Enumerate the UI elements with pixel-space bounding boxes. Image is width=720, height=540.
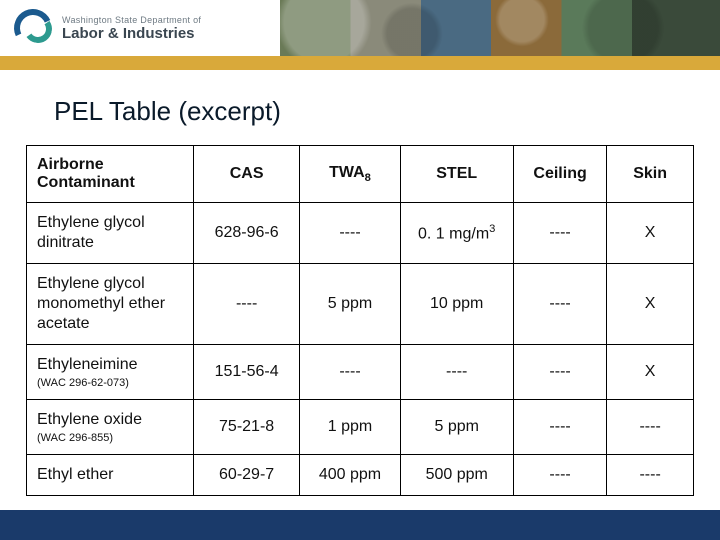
cell-contaminant: Ethyl ether <box>27 455 194 496</box>
table-header-row: Airborne Contaminant CAS TWA8 STEL Ceili… <box>27 146 694 203</box>
col-header-skin: Skin <box>607 146 694 203</box>
gold-separator-bar <box>0 56 720 70</box>
header-banner: Washington State Department of Labor & I… <box>0 0 720 70</box>
cell-cas: 60-29-7 <box>193 455 300 496</box>
banner-strip: Washington State Department of Labor & I… <box>0 0 720 56</box>
cell-contaminant: Ethyleneimine(WAC 296-62-073) <box>27 345 194 400</box>
table-row: Ethyleneimine(WAC 296-62-073)151-56-4---… <box>27 345 694 400</box>
cell-skin: X <box>607 264 694 345</box>
cell-contaminant: Ethylene glycol monomethyl ether acetate <box>27 264 194 345</box>
cell-cas: 75-21-8 <box>193 400 300 455</box>
org-line2: Labor & Industries <box>62 25 201 42</box>
org-line1: Washington State Department of <box>62 15 201 25</box>
cell-ceiling: ---- <box>513 455 606 496</box>
table-row: Ethylene glycol dinitrate628-96-6----0. … <box>27 203 694 264</box>
table-row: Ethylene glycol monomethyl ether acetate… <box>27 264 694 345</box>
cell-cas: 151-56-4 <box>193 345 300 400</box>
org-logo-block: Washington State Department of Labor & I… <box>0 0 280 56</box>
cell-stel: ---- <box>400 345 513 400</box>
table-row: Ethylene oxide(WAC 296-855)75-21-81 ppm5… <box>27 400 694 455</box>
lni-logo-icon <box>14 9 52 47</box>
cell-contaminant: Ethylene glycol dinitrate <box>27 203 194 264</box>
pel-table-container: Airborne Contaminant CAS TWA8 STEL Ceili… <box>0 145 720 496</box>
cell-ceiling: ---- <box>513 345 606 400</box>
cell-stel: 10 ppm <box>400 264 513 345</box>
cell-skin: ---- <box>607 455 694 496</box>
cell-ceiling: ---- <box>513 400 606 455</box>
cell-twa: 400 ppm <box>300 455 400 496</box>
cell-skin: X <box>607 345 694 400</box>
org-name: Washington State Department of Labor & I… <box>62 15 201 42</box>
cell-twa: 1 ppm <box>300 400 400 455</box>
cell-stel: 0. 1 mg/m3 <box>400 203 513 264</box>
cell-stel: 500 ppm <box>400 455 513 496</box>
page-title: PEL Table (excerpt) <box>54 96 720 127</box>
cell-twa: ---- <box>300 345 400 400</box>
cell-twa: 5 ppm <box>300 264 400 345</box>
cell-contaminant: Ethylene oxide(WAC 296-855) <box>27 400 194 455</box>
col-header-contaminant: Airborne Contaminant <box>27 146 194 203</box>
pel-table: Airborne Contaminant CAS TWA8 STEL Ceili… <box>26 145 694 496</box>
cell-ceiling: ---- <box>513 203 606 264</box>
table-row: Ethyl ether60-29-7400 ppm500 ppm-------- <box>27 455 694 496</box>
cell-cas: ---- <box>193 264 300 345</box>
table-body: Ethylene glycol dinitrate628-96-6----0. … <box>27 203 694 496</box>
col-header-twa8: TWA8 <box>300 146 400 203</box>
cell-skin: ---- <box>607 400 694 455</box>
col-header-cas: CAS <box>193 146 300 203</box>
cell-skin: X <box>607 203 694 264</box>
cell-twa: ---- <box>300 203 400 264</box>
col-header-ceiling: Ceiling <box>513 146 606 203</box>
cell-ceiling: ---- <box>513 264 606 345</box>
col-header-stel: STEL <box>400 146 513 203</box>
cell-cas: 628-96-6 <box>193 203 300 264</box>
footer-bar <box>0 510 720 540</box>
banner-photo-strip <box>280 0 720 56</box>
cell-stel: 5 ppm <box>400 400 513 455</box>
